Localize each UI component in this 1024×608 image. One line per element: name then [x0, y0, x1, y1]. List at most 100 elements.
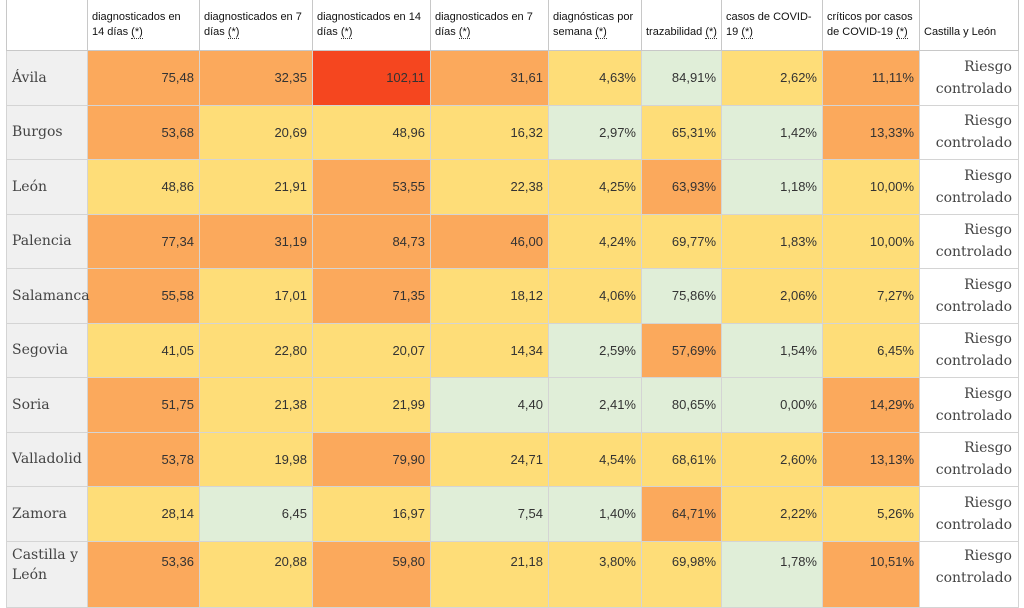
footnote-marker[interactable]: (*): [741, 26, 753, 39]
header-cell: diagnósticas por semana (*): [548, 0, 642, 51]
indicator-value: 2,60%: [721, 431, 823, 487]
footnote-marker[interactable]: (*): [595, 26, 607, 39]
indicator-value: 3,80%: [548, 540, 642, 608]
table-row: León 48,86 21,91 53,55 22,38 4,25% 63,93% 1,18%…: [6, 159, 1019, 215]
indicator-value: 4,54%: [548, 431, 642, 487]
indicator-value: 63,93%: [641, 159, 722, 215]
indicator-value: 10,00%: [822, 213, 920, 269]
indicator-value: 80,65%: [641, 377, 722, 433]
indicator-value: 21,38: [199, 377, 313, 433]
risk-status: Riesgo controlado: [919, 486, 1019, 542]
indicator-value: 22,38: [430, 159, 549, 215]
indicator-value: 4,24%: [548, 213, 642, 269]
indicator-value: 79,90: [312, 431, 431, 487]
indicator-value: 69,77%: [641, 213, 722, 269]
risk-status: Riesgo controlado: [919, 268, 1019, 324]
indicator-value: 14,34: [430, 322, 549, 378]
header-cell: diagnosticados en 14 días (*): [87, 0, 200, 51]
indicator-value: 77,34: [87, 213, 200, 269]
indicator-value: 16,32: [430, 104, 549, 160]
indicator-value: 31,19: [199, 213, 313, 269]
region-name: Ávila: [6, 50, 88, 106]
risk-status: Riesgo controlado: [919, 540, 1019, 608]
header-cell: críticos por casos de COVID-19 (*): [822, 0, 920, 51]
indicator-value: 51,75: [87, 377, 200, 433]
indicator-value: 14,29%: [822, 377, 920, 433]
table-row: Segovia 41,05 22,80 20,07 14,34 2,59% 57,69% 1,…: [6, 322, 1019, 378]
indicator-value: 16,97: [312, 486, 431, 542]
indicator-value: 2,97%: [548, 104, 642, 160]
region-name: Burgos: [6, 104, 88, 160]
indicator-value: 19,98: [199, 431, 313, 487]
header-cell: diagnosticados en 7 días (*): [199, 0, 313, 51]
indicator-value: 28,14: [87, 486, 200, 542]
indicator-value: 2,06%: [721, 268, 823, 324]
indicator-value: 1,42%: [721, 104, 823, 160]
indicator-value: 32,35: [199, 50, 313, 106]
indicator-value: 2,22%: [721, 486, 823, 542]
risk-status: Riesgo controlado: [919, 431, 1019, 487]
indicator-value: 1,18%: [721, 159, 823, 215]
indicator-value: 13,33%: [822, 104, 920, 160]
table-row: Ávila 75,48 32,35 102,11 31,61 4,63% 84,91% 2,6…: [6, 50, 1019, 106]
region-name: Soria: [6, 377, 88, 433]
indicator-value: 4,06%: [548, 268, 642, 324]
header-label: diagnosticados en 14 días: [317, 11, 421, 38]
indicator-value: 1,54%: [721, 322, 823, 378]
table-row: Castilla y León 53,36 20,88 59,80 21,18 3,80%…: [6, 540, 1019, 608]
indicator-value: 1,40%: [548, 486, 642, 542]
footnote-marker[interactable]: (*): [705, 26, 717, 39]
indicator-value: 1,78%: [721, 540, 823, 608]
indicator-value: 53,36: [87, 540, 200, 608]
header-cell: diagnosticados en 14 días (*): [312, 0, 431, 51]
indicator-value: 20,88: [199, 540, 313, 608]
risk-status: Riesgo controlado: [919, 322, 1019, 378]
header-label: críticos por casos de COVID-19: [827, 11, 913, 38]
footnote-marker[interactable]: (*): [340, 26, 353, 39]
header-label: diagnosticados en 7 días: [204, 11, 302, 38]
indicator-value: 22,80: [199, 322, 313, 378]
indicator-value: 68,61%: [641, 431, 722, 487]
indicator-value: 21,18: [430, 540, 549, 608]
indicator-value: 21,99: [312, 377, 431, 433]
indicator-value: 4,25%: [548, 159, 642, 215]
header-label: diagnosticados en 14 días: [92, 11, 181, 38]
indicator-value: 21,91: [199, 159, 313, 215]
footnote-marker[interactable]: (*): [131, 26, 143, 39]
indicator-value: 2,62%: [721, 50, 823, 106]
risk-status: Riesgo controlado: [919, 104, 1019, 160]
header-label: diagnosticados en 7 días: [435, 11, 533, 38]
footnote-marker[interactable]: (*): [458, 26, 471, 39]
table-row: Burgos 53,68 20,69 48,96 16,32 2,97% 65,31% 1,4…: [6, 104, 1019, 160]
indicator-value: 13,13%: [822, 431, 920, 487]
risk-status: Riesgo controlado: [919, 159, 1019, 215]
header-cell: diagnosticados en 7 días (*): [430, 0, 549, 51]
indicator-value: 6,45%: [822, 322, 920, 378]
indicator-value: 46,00: [430, 213, 549, 269]
table-body: Ávila 75,48 32,35 102,11 31,61 4,63% 84,91% 2,6…: [6, 50, 1019, 608]
risk-status: Riesgo controlado: [919, 50, 1019, 106]
risk-status: Riesgo controlado: [919, 213, 1019, 269]
footnote-marker[interactable]: (*): [896, 26, 908, 39]
indicator-value: 69,98%: [641, 540, 722, 608]
indicator-value: 84,91%: [641, 50, 722, 106]
indicator-value: 55,58: [87, 268, 200, 324]
indicator-value: 7,27%: [822, 268, 920, 324]
covid-indicators-table: diagnosticados en 14 días (*) diagnostica…: [6, 0, 1019, 608]
region-name: Segovia: [6, 322, 88, 378]
indicator-value: 2,59%: [548, 322, 642, 378]
indicator-value: 10,51%: [822, 540, 920, 608]
indicator-value: 4,40: [430, 377, 549, 433]
header-label: Castilla y León: [924, 26, 997, 38]
region-name: Castilla y León: [6, 540, 88, 608]
region-name: Valladolid: [6, 431, 88, 487]
indicator-value: 75,86%: [641, 268, 722, 324]
indicator-value: 5,26%: [822, 486, 920, 542]
indicator-value: 65,31%: [641, 104, 722, 160]
header-label: diagnósticas por semana: [553, 11, 634, 38]
indicator-value: 0,00%: [721, 377, 823, 433]
indicator-value: 24,71: [430, 431, 549, 487]
footnote-marker[interactable]: (*): [227, 26, 240, 39]
table-row: Palencia 77,34 31,19 84,73 46,00 4,24% 69,77% 1…: [6, 213, 1019, 269]
